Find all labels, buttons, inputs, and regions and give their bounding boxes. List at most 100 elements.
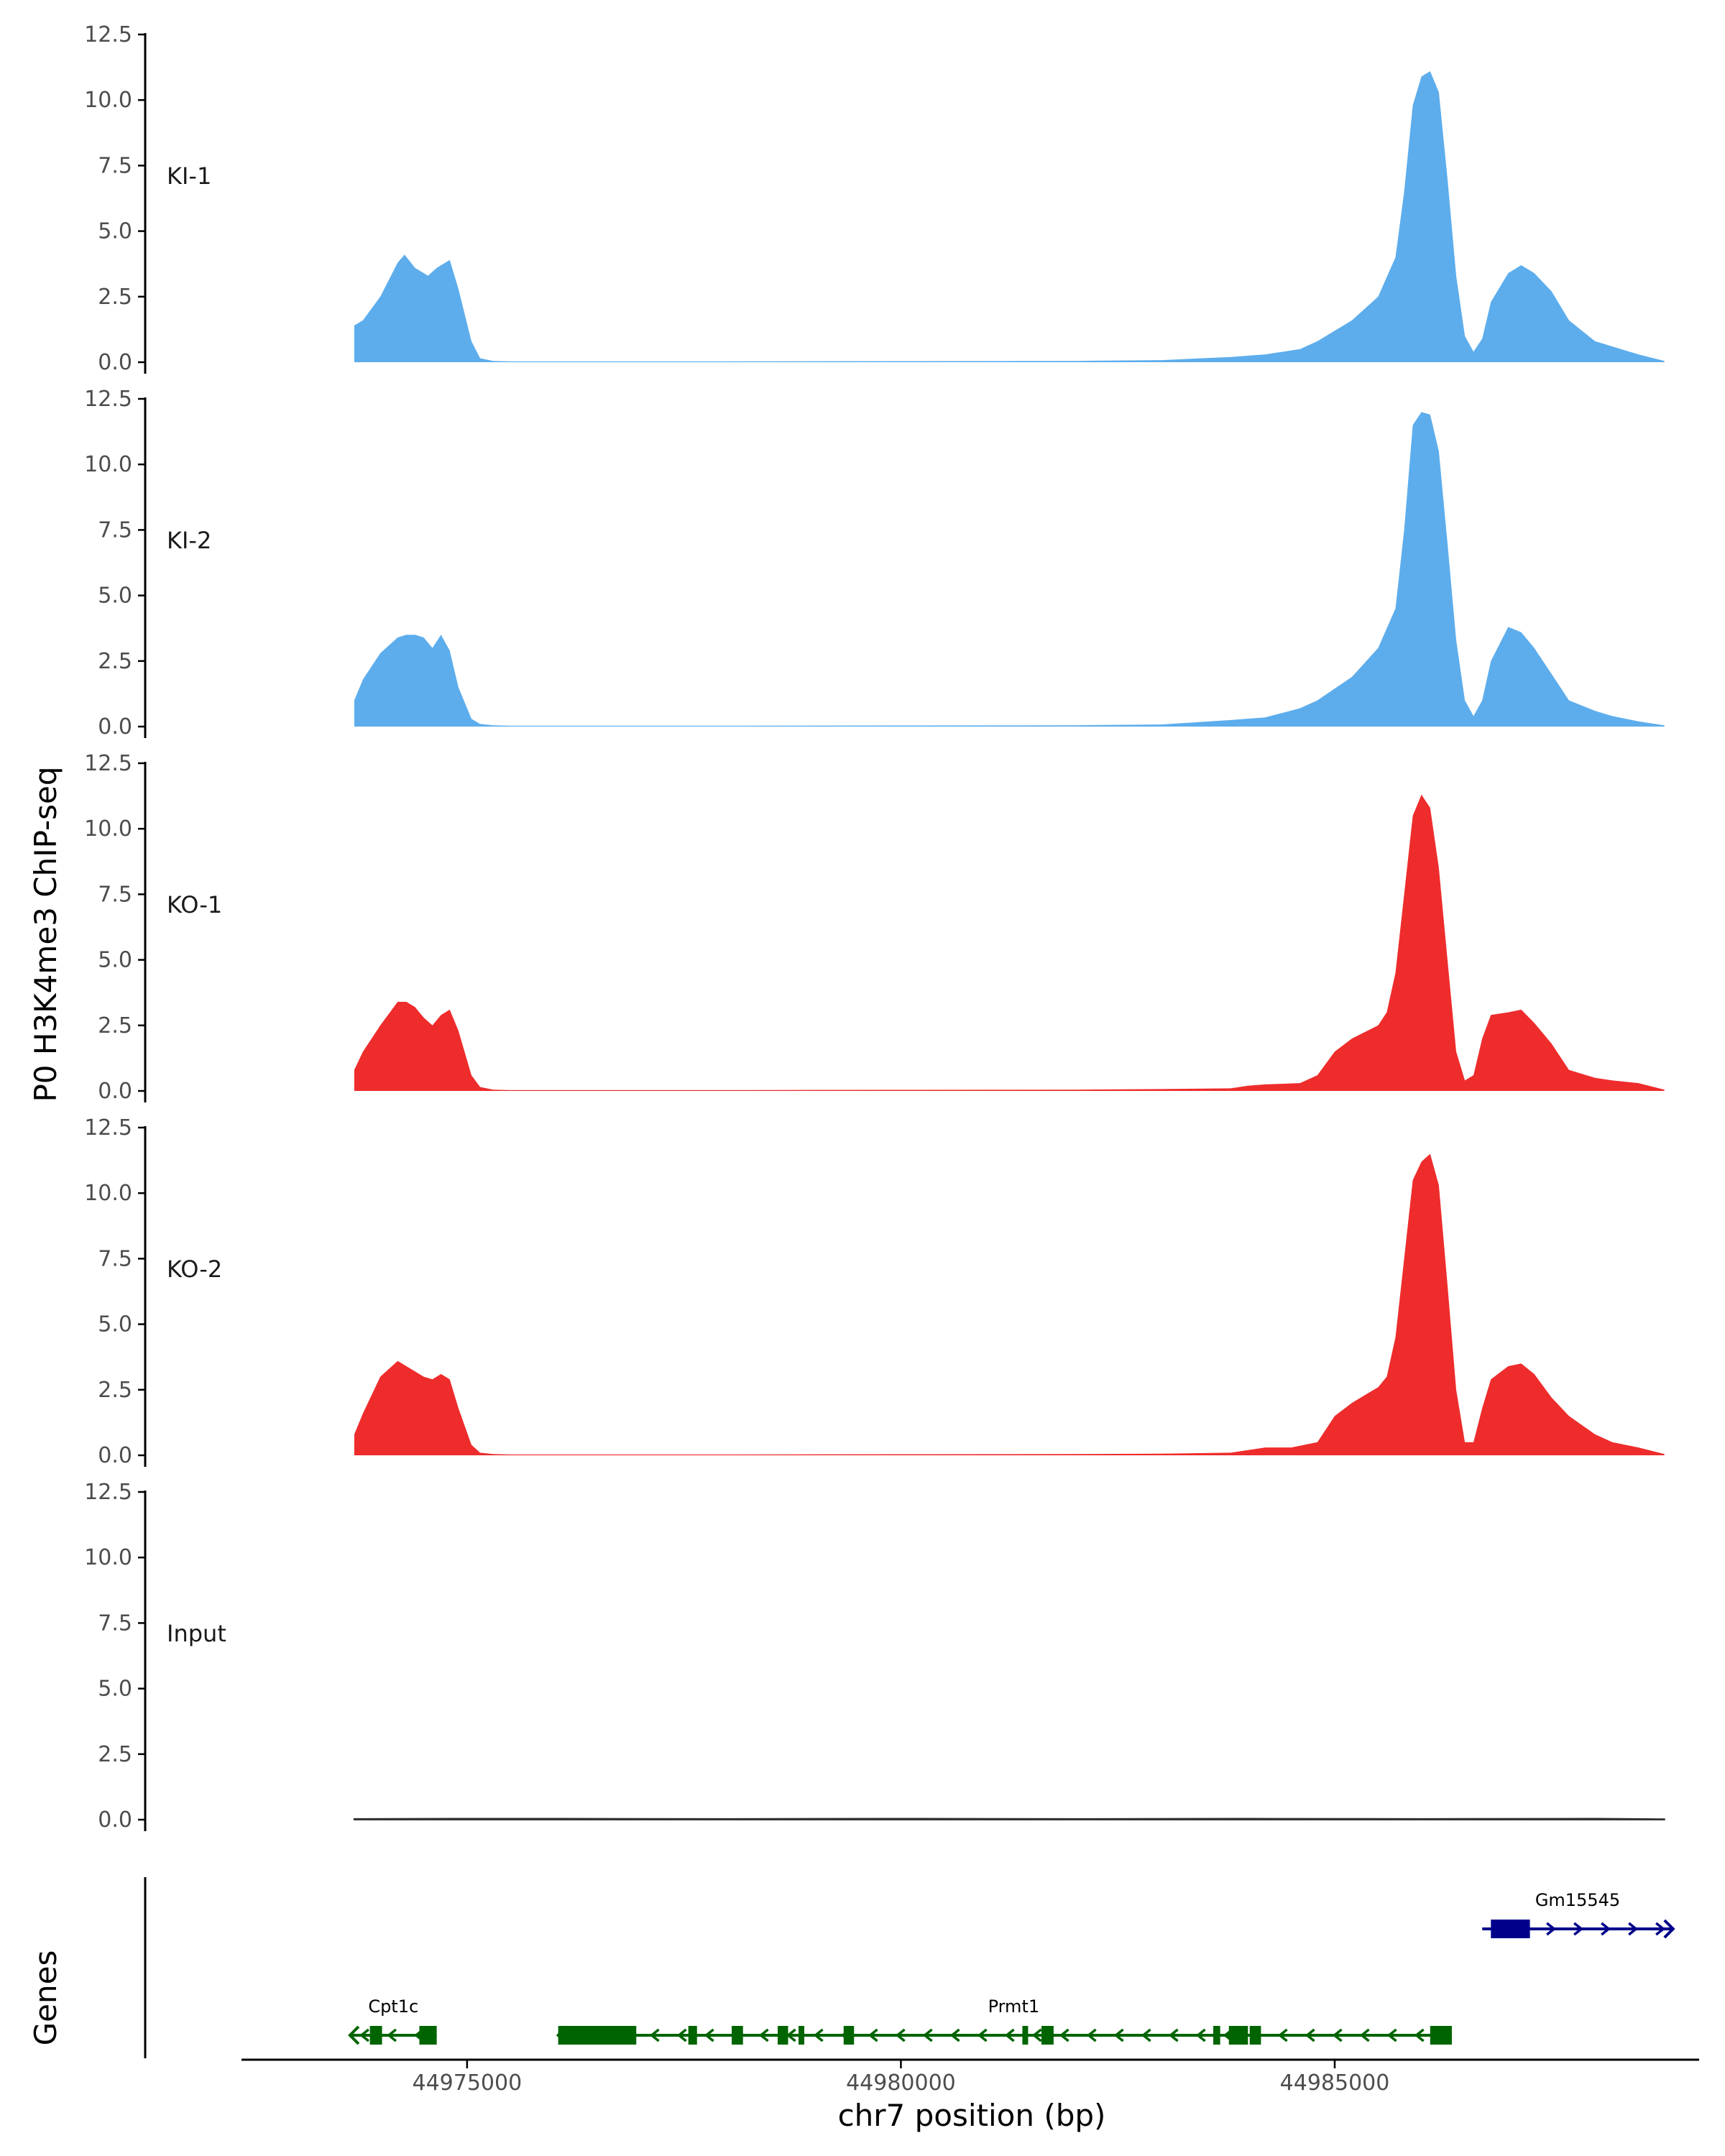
genes-axis-title: Genes bbox=[28, 1950, 63, 2046]
track-label: Input bbox=[167, 1620, 226, 1647]
strand-arrow bbox=[1113, 2028, 1124, 2042]
gene-exon bbox=[843, 2026, 855, 2045]
strand-arrow bbox=[704, 2028, 714, 2042]
track-input: 0.0 2.5 5.0 7.5 10.0 12.5 Input bbox=[84, 1480, 1665, 1833]
y-tick-label: 2.5 bbox=[98, 649, 132, 674]
y-tick-label: 0.0 bbox=[98, 714, 132, 740]
strand-arrow bbox=[1359, 2028, 1370, 2042]
signal-area-ki-2 bbox=[354, 412, 1665, 727]
signal-area-ko-2 bbox=[354, 1153, 1665, 1455]
x-tick-label: 44985000 bbox=[1280, 2070, 1390, 2096]
signal-tracks: 0.0 2.5 5.0 7.5 10.0 12.5 KI-1 0.0 2.5 5.0 7.5 10.0… bbox=[84, 22, 1665, 1833]
y-axis-title: P0 H3K4me3 ChIP-seq bbox=[28, 766, 63, 1102]
y-tick-label: 7.5 bbox=[98, 882, 132, 907]
gene-exon bbox=[688, 2026, 697, 2045]
strand-arrow bbox=[1031, 2028, 1042, 2042]
strand-arrow bbox=[1601, 1922, 1611, 1936]
x-tick-label: 44980000 bbox=[846, 2070, 956, 2096]
y-tick-label: 0.0 bbox=[98, 350, 132, 375]
track-label: KI-1 bbox=[167, 162, 211, 190]
gene-exon bbox=[1041, 2026, 1054, 2045]
gene-label: Prmt1 bbox=[988, 1996, 1040, 2017]
y-tick-label: 7.5 bbox=[98, 1246, 132, 1271]
gene-cpt1c: Cpt1c bbox=[348, 1996, 437, 2045]
gene-label: Cpt1c bbox=[368, 1996, 418, 2017]
strand-arrow bbox=[359, 2028, 369, 2042]
y-tick-label: 7.5 bbox=[98, 153, 132, 178]
strand-arrow bbox=[1546, 1922, 1557, 1936]
y-tick-label: 2.5 bbox=[98, 1013, 132, 1038]
gene-exon bbox=[558, 2026, 637, 2045]
gene-exon bbox=[732, 2026, 743, 2045]
y-tick-label: 10.0 bbox=[84, 452, 132, 477]
gene-exon bbox=[1213, 2026, 1220, 2045]
track-ki-1: 0.0 2.5 5.0 7.5 10.0 12.5 KI-1 bbox=[84, 22, 1665, 375]
y-tick-label: 12.5 bbox=[84, 387, 132, 412]
y-tick-label: 12.5 bbox=[84, 22, 132, 47]
gene-exon bbox=[1430, 2026, 1452, 2045]
y-tick-label: 12.5 bbox=[84, 1115, 132, 1141]
strand-arrow bbox=[1332, 2028, 1343, 2042]
strand-arrow bbox=[1655, 1922, 1666, 1936]
y-tick-label: 0.0 bbox=[98, 1443, 132, 1468]
gene-prmt1: Prmt1 bbox=[556, 1996, 1452, 2045]
gene-exon bbox=[1491, 1920, 1530, 1938]
strand-arrow bbox=[977, 2028, 988, 2042]
y-tick-label: 12.5 bbox=[84, 751, 132, 776]
x-tick-label: 44975000 bbox=[413, 2070, 523, 2096]
strand-arrow bbox=[1141, 2028, 1151, 2042]
gene-gm15545: Gm15545 bbox=[1482, 1890, 1675, 1939]
gene-exon bbox=[798, 2026, 804, 2045]
y-tick-label: 0.0 bbox=[98, 1079, 132, 1104]
track-label: KI-2 bbox=[167, 527, 211, 554]
track-ko-2: 0.0 2.5 5.0 7.5 10.0 12.5 KO-2 bbox=[84, 1115, 1665, 1468]
strand-arrow bbox=[895, 2028, 906, 2042]
gene-exon bbox=[369, 2026, 382, 2045]
y-tick-label: 0.0 bbox=[98, 1807, 132, 1833]
y-tick-label: 2.5 bbox=[98, 1378, 132, 1403]
track-ki-2: 0.0 2.5 5.0 7.5 10.0 12.5 KI-2 bbox=[84, 387, 1665, 740]
y-tick-label: 10.0 bbox=[84, 816, 132, 842]
strand-arrow bbox=[1195, 2028, 1206, 2042]
genes-panel: Cpt1c Prmt1 Gm15545 bbox=[144, 1877, 1675, 2058]
track-ko-1: 0.0 2.5 5.0 7.5 10.0 12.5 KO-1 bbox=[84, 751, 1665, 1104]
y-tick-label: 10.0 bbox=[84, 1545, 132, 1570]
y-tick-label: 7.5 bbox=[98, 517, 132, 543]
y-tick-label: 2.5 bbox=[98, 1742, 132, 1767]
y-tick-label: 7.5 bbox=[98, 1611, 132, 1636]
gene-end-arrow bbox=[348, 2025, 360, 2045]
strand-arrow bbox=[676, 2028, 687, 2042]
strand-arrow bbox=[1305, 2028, 1315, 2042]
y-tick-label: 10.0 bbox=[84, 1181, 132, 1206]
y-tick-label: 5.0 bbox=[98, 1677, 132, 1702]
strand-arrow bbox=[1414, 2028, 1425, 2042]
gene-exon bbox=[419, 2026, 437, 2045]
gene-end-arrow bbox=[1663, 1919, 1675, 1939]
gene-label: Gm15545 bbox=[1535, 1890, 1620, 1910]
strand-arrow bbox=[949, 2028, 960, 2042]
strand-arrow bbox=[1573, 1922, 1584, 1936]
strand-arrow bbox=[649, 2028, 660, 2042]
y-tick-label: 2.5 bbox=[98, 285, 132, 310]
y-tick-label: 12.5 bbox=[84, 1480, 132, 1505]
strand-arrow bbox=[922, 2028, 933, 2042]
y-tick-label: 10.0 bbox=[84, 88, 132, 113]
strand-arrow bbox=[758, 2028, 769, 2042]
y-tick-label: 5.0 bbox=[98, 948, 132, 973]
strand-arrow bbox=[1386, 2028, 1397, 2042]
strand-arrow bbox=[786, 2028, 796, 2042]
signal-area-ko-1 bbox=[354, 794, 1665, 1091]
gene-exon bbox=[1228, 2026, 1248, 2045]
strand-arrow bbox=[868, 2028, 878, 2042]
x-axis: 44975000 44980000 44985000 bbox=[242, 2058, 1699, 2096]
strand-arrow bbox=[1168, 2028, 1179, 2042]
strand-arrow bbox=[1059, 2028, 1070, 2042]
y-tick-label: 5.0 bbox=[98, 1312, 132, 1337]
strand-arrow bbox=[387, 2028, 397, 2042]
track-label: KO-1 bbox=[167, 891, 222, 918]
strand-arrow bbox=[1086, 2028, 1097, 2042]
strand-arrow bbox=[813, 2028, 824, 2042]
signal-area-ki-1 bbox=[354, 71, 1665, 362]
strand-arrow bbox=[1277, 2028, 1288, 2042]
